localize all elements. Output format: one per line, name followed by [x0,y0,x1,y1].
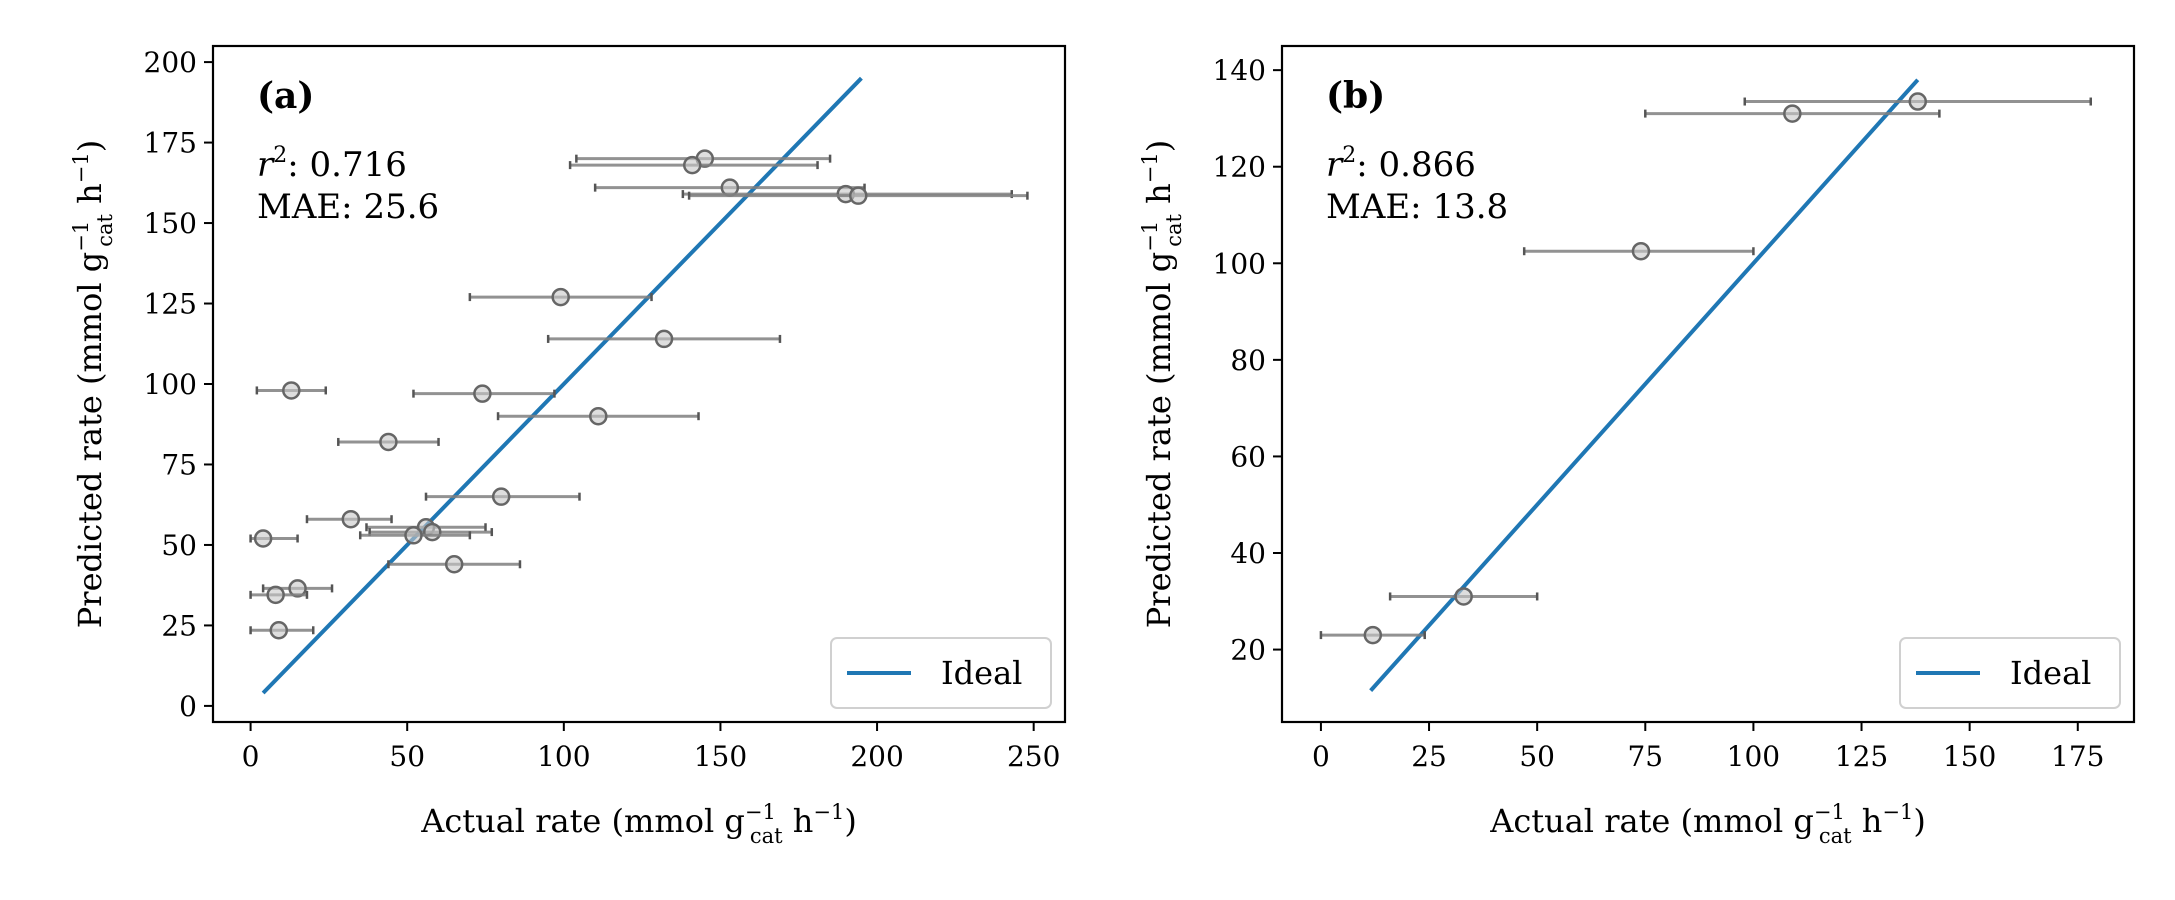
data-point [1644,104,1941,123]
y-tick-label: 60 [1230,440,1266,473]
marker [683,155,702,175]
data-point [387,555,522,574]
marker [654,329,674,349]
marker [1908,92,1928,111]
x-tick-label: 75 [1627,740,1663,773]
data-point [1743,92,2093,111]
x-tick-label: 100 [537,740,590,773]
data-point [687,186,1029,205]
data-point [468,287,653,307]
x-tick-label: 100 [1727,740,1780,773]
data-point [255,381,328,400]
mae-annotation: MAE: 13.8 [1326,187,1508,227]
y-axis-label: Predicted rate (mmol g−1cat h−1) [69,140,117,628]
marker [1631,241,1651,261]
x-tick-label: 0 [242,740,260,773]
marker [849,186,868,205]
data-point [496,406,700,426]
data-point [358,526,472,545]
x-tick-label: 25 [1411,740,1447,773]
data-point [1388,587,1539,606]
marker [1454,587,1473,606]
r2-annotation: r2: 0.866 [1326,143,1476,185]
x-tick-label: 125 [1835,740,1888,773]
marker [473,384,492,403]
data-point [424,487,581,506]
r2-annotation: r2: 0.716 [257,143,407,185]
y-tick-label: 150 [144,207,197,240]
x-tick-label: 50 [1519,740,1555,773]
data-point [249,621,315,640]
y-tick-label: 175 [144,127,197,160]
marker [341,509,361,529]
y-axis-label: Predicted rate (mmol g−1cat h−1) [1138,140,1186,628]
y-tick-label: 25 [161,609,197,642]
x-tick-label: 150 [694,740,747,773]
legend: Ideal [1899,637,2121,709]
data-point [249,585,309,605]
marker [1783,104,1802,123]
data-point [249,529,299,548]
marker [551,287,570,307]
marker [423,522,442,542]
y-tick-label: 100 [144,368,197,401]
data-point [593,178,866,197]
x-tick-label: 175 [2051,740,2104,773]
x-axis-label: Actual rate (mmol g−1 cat h−1) [1489,800,1926,848]
mae-annotation: MAE: 25.6 [257,187,439,227]
marker [253,529,273,548]
y-tick-label: 120 [1213,151,1266,184]
plot-frame [1280,44,2136,724]
marker [288,579,307,598]
y-tick-label: 80 [1230,344,1266,377]
legend-box [830,637,1052,709]
marker [1363,625,1383,645]
y-tick-label: 100 [1213,247,1266,280]
y-tick-label: 40 [1230,537,1266,570]
data-point [546,329,782,349]
data-point [568,155,819,175]
marker [491,487,511,506]
marker [404,526,423,545]
panel-b: 0 25 50 75 100 125 150 175 20 40 60 80 100 120 140 Actu… [1138,44,2136,848]
ideal-line [261,76,863,695]
marker [379,432,398,452]
x-tick-label: 50 [389,740,425,773]
legend-label: Ideal [941,654,1022,692]
data-point [1522,241,1755,261]
marker [282,381,301,400]
panel-a: 0 50 100 150 200 250 0 25 50 75 100 125 150 175 200 Act… [69,44,1067,848]
legend: Ideal [830,637,1052,709]
marker [269,621,289,640]
x-tick-label: 150 [1943,740,1996,773]
y-tick-label: 125 [144,288,197,321]
marker [589,406,608,426]
y-tick-label: 140 [1213,54,1266,87]
y-tick-label: 200 [144,46,197,79]
marker [444,555,464,574]
panel-label: (b) [1326,75,1385,117]
data-point [681,184,1013,204]
y-tick-label: 50 [161,529,197,562]
data-point [1319,625,1426,645]
panel-label: (a) [257,75,314,117]
legend-label: Ideal [2010,654,2091,692]
x-tick-label: 250 [1007,740,1060,773]
data-point [412,384,556,403]
y-tick-label: 20 [1230,634,1266,667]
y-tick-label: 0 [179,690,197,723]
x-tick-label: 0 [1312,740,1330,773]
x-tick-label: 200 [850,740,903,773]
legend-box [1899,637,2121,709]
data-point [305,509,393,529]
y-tick-label: 75 [161,448,197,481]
x-axis-label: Actual rate (mmol g−1 cat h−1) [420,800,857,848]
data-point [337,432,440,452]
marker [266,585,285,605]
